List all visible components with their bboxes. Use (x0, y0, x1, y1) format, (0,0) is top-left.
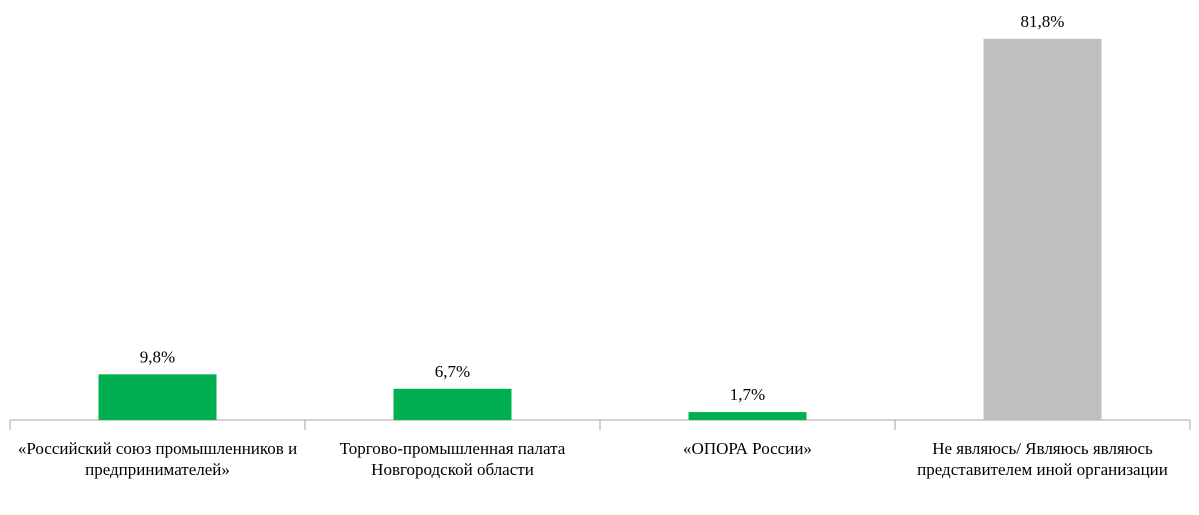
value-label: 1,7% (730, 385, 765, 404)
bar (983, 38, 1102, 420)
value-label: 9,8% (140, 347, 175, 366)
x-tick-label: «Российский союз промышленников и предпр… (17, 439, 298, 479)
x-tick-label: «ОПОРА России» (683, 439, 812, 458)
bar (688, 412, 807, 420)
value-label: 6,7% (435, 362, 470, 381)
x-tick-label: Торгово-промышленная палата Новгородской… (339, 439, 566, 479)
bar (393, 388, 512, 420)
value-label: 81,8% (1021, 12, 1065, 31)
x-tick-label: Не являюсь/ Являюсь являюсь представител… (917, 439, 1168, 479)
bar (98, 374, 217, 420)
